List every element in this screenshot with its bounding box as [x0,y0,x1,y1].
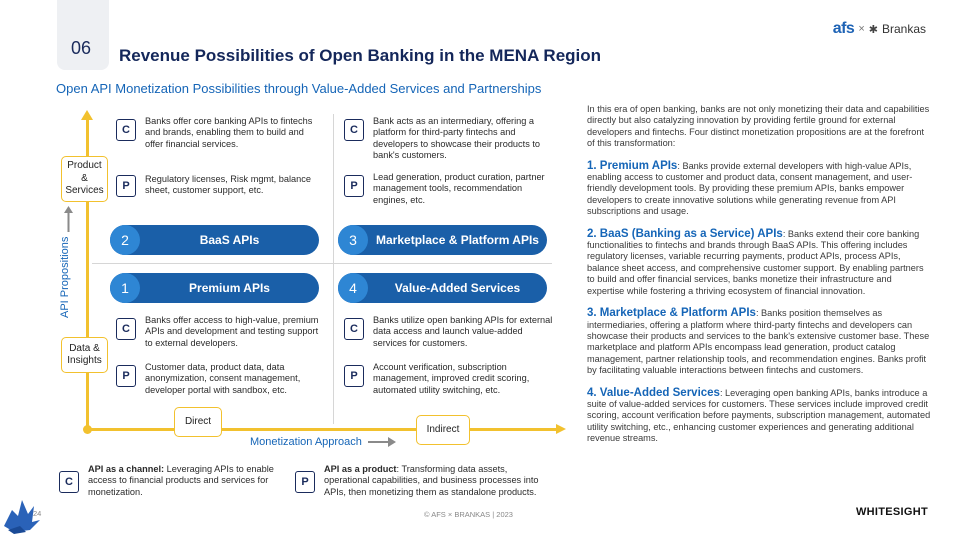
product-badge: P [116,175,136,197]
product-badge: P [344,175,364,197]
brand-separator: × [858,23,865,35]
channel-badge: C [344,119,364,141]
proposition-item-premium: 1. Premium APIs: Banks provide external … [587,159,931,218]
premium-channel-text: Banks offer access to high-value, premiu… [145,315,319,348]
whitesight-logo: WHITESIGHT [855,506,928,518]
x-axis-left-label: Direct [174,407,222,437]
x-axis-direction-arrow-icon [368,437,396,447]
y-axis-direction-arrow-icon [64,206,73,232]
page-title: Revenue Possibilities of Open Banking in… [119,46,602,65]
brankas-mark-icon: ✱ [868,23,878,36]
x-axis-arrowhead [556,424,566,434]
baas-product-text: Regulatory licenses, Risk mgmt, balance … [145,174,311,196]
premium-product-text: Customer data, product data, data anonym… [145,362,301,395]
axis-origin-dot [83,425,92,434]
afs-logo: afs [832,20,855,37]
legend-channel-text: Leveraging APIs to enable access to fina… [88,464,274,497]
y-axis-title: API Propositions [59,236,71,318]
slide-number: 24 [33,509,42,518]
y-axis-arrowhead [81,110,93,120]
y-axis-bottom-label: Data & Insights [61,337,108,373]
proposition-heading: 2. BaaS (Banking as a Service) APIs [587,227,783,240]
x-axis-right-label: Indirect [416,415,470,445]
quadrant-divider-vertical [333,114,334,424]
quadrant-pill-baas: 2 BaaS APIs [110,225,319,255]
value-added-product-text: Account verification, subscription manag… [373,362,530,395]
proposition-text: : Banks position themselves as intermedi… [587,308,930,376]
proposition-heading: 3. Marketplace & Platform APIs [587,307,756,320]
y-axis-line [86,118,89,430]
page-subtitle: Open API Monetization Possibilities thro… [56,81,542,96]
legend-product-label: API as a product [324,464,397,474]
quadrant-name: Premium APIs [189,281,270,295]
x-axis-line [86,428,558,431]
quadrant-name: Value-Added Services [394,281,521,295]
quadrant-number: 3 [338,225,368,255]
x-axis-title: Monetization Approach [250,436,362,448]
proposition-heading: 4. Value-Added Services [587,386,720,399]
legend-product-text: : Transforming data assets, operational … [324,464,539,497]
baas-channel-text: Banks offer core banking APIs to fintech… [145,116,313,149]
quadrant-pill-value-added: 4 Value-Added Services [338,273,547,303]
quadrant-name: BaaS APIs [199,233,260,247]
description-column: In this era of open banking, banks are n… [587,104,931,456]
quadrant-pill-premium: 1 Premium APIs [110,273,319,303]
quadrant-number: 4 [338,273,368,303]
proposition-text: : Banks extend their core banking functi… [587,228,924,296]
page-number: 06 [71,38,92,58]
proposition-heading: 1. Premium APIs [587,159,678,172]
legend-product: API as a product: Transforming data asse… [324,464,554,498]
channel-badge: C [116,318,136,340]
corner-bird-logo-icon [0,500,54,540]
legend-channel-badge: C [59,471,79,493]
quadrant-pill-marketplace: 3 Marketplace & Platform APIs [338,225,547,255]
y-axis-top-label: Product & Services [61,156,108,202]
channel-badge: C [116,119,136,141]
value-added-channel-text: Banks utilize open banking APIs for exte… [373,315,553,348]
copyright-footer: © AFS × BRANKAS | 2023 [424,510,513,519]
proposition-item-marketplace: 3. Marketplace & Platform APIs: Banks po… [587,307,931,376]
page-number-tab [57,0,109,70]
product-badge: P [116,365,136,387]
proposition-item-baas: 2. BaaS (Banking as a Service) APIs: Ban… [587,227,931,297]
brankas-logo: Brankas [881,22,926,36]
quadrant-number: 1 [110,273,140,303]
legend-channel-label: API as a channel: [88,464,165,474]
proposition-text: : Banks provide external developers with… [587,160,913,217]
proposition-text: : Leveraging open banking APIs, banks in… [587,387,931,444]
quadrant-name: Marketplace & Platform APIs [376,233,539,247]
product-badge: P [344,365,364,387]
marketplace-product-text: Lead generation, product curation, partn… [373,172,545,205]
legend-product-badge: P [295,471,315,493]
legend-channel: API as a channel: Leveraging APIs to ena… [88,464,283,498]
intro-paragraph: In this era of open banking, banks are n… [587,104,930,149]
quadrant-number: 2 [110,225,140,255]
proposition-item-value-added: 4. Value-Added Services: Leveraging open… [587,386,931,445]
quadrant-divider-horizontal [92,263,552,264]
channel-badge: C [344,318,364,340]
marketplace-channel-text: Bank acts as an intermediary, offering a… [373,116,540,161]
brand-logo: afs × ✱ Brankas [833,20,926,38]
